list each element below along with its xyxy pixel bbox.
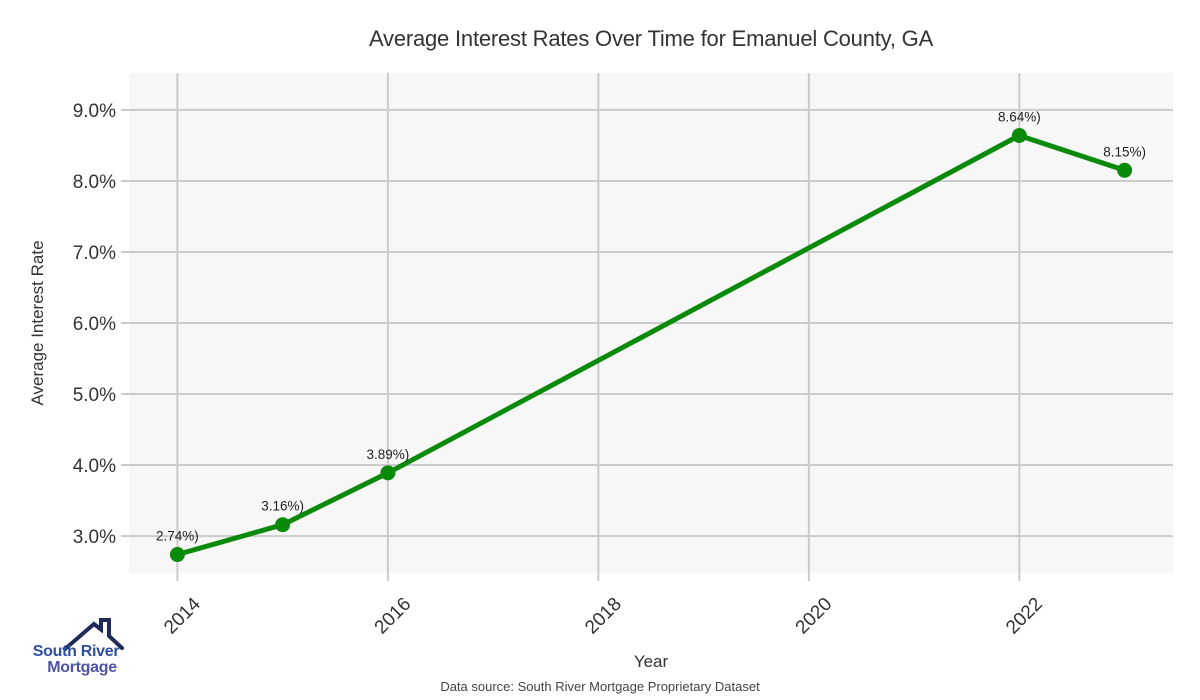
x-tick-label: 2014 [160, 593, 205, 638]
data-point-label: 2.74%) [156, 529, 199, 544]
data-point-label: 8.64%) [998, 110, 1041, 125]
y-tick-label: 8.0% [73, 172, 116, 193]
data-point-label: 3.16%) [261, 499, 304, 514]
y-tick-label: 5.0% [73, 385, 116, 406]
data-point-marker [275, 517, 291, 533]
x-tick-label: 2020 [792, 594, 837, 639]
y-axis-title: Average Interest Rate [28, 240, 47, 406]
x-tick-label: 2018 [581, 594, 626, 639]
data-point-label: 3.89%) [367, 447, 410, 462]
south-river-mortgage-logo: South River Mortgage [18, 612, 148, 682]
data-source-note: Data source: South River Mortgage Propri… [440, 679, 760, 694]
house-roof-icon [63, 618, 124, 651]
chart-title: Average Interest Rates Over Time for Ema… [368, 26, 934, 51]
logo-text-south-river: South River [32, 643, 120, 660]
x-tick-label: 2022 [1002, 594, 1047, 639]
data-point-label: 8.15%) [1103, 144, 1146, 159]
y-tick-label: 4.0% [73, 456, 116, 477]
logo-text-mortgage: Mortgage [47, 659, 117, 676]
x-axis-title: Year [633, 652, 669, 671]
x-tick-label: 2016 [371, 594, 416, 639]
y-tick-label: 3.0% [73, 527, 116, 548]
data-point-marker [1011, 128, 1027, 143]
y-tick-label: 9.0% [73, 101, 116, 122]
data-point-marker [380, 465, 396, 481]
y-tick-label: 7.0% [73, 243, 116, 264]
y-tick-label: 6.0% [73, 314, 116, 335]
data-point-marker [169, 547, 185, 563]
data-point-marker [1117, 162, 1133, 178]
